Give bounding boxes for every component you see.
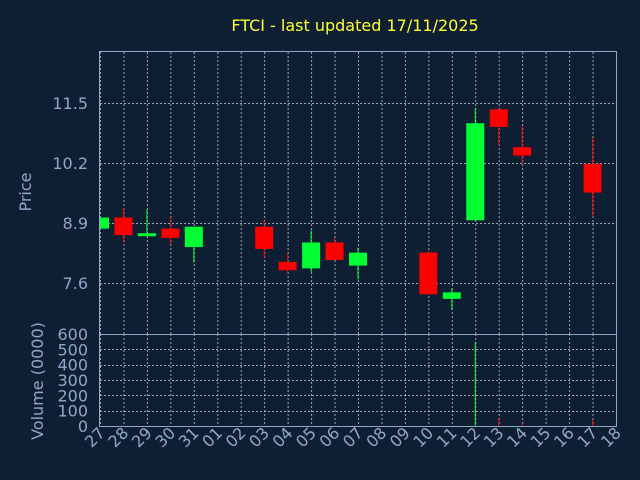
chart-title: FTCI - last updated 17/11/2025 — [231, 16, 478, 35]
volume-tick-label: 300 — [57, 371, 88, 390]
volume-tick-label: 400 — [57, 356, 88, 375]
candle-body — [255, 226, 274, 249]
price-tick-label: 11.5 — [52, 94, 88, 113]
volume-panel-frame — [99, 334, 617, 427]
volume-tick-label: 500 — [57, 340, 88, 359]
candle-body — [161, 228, 180, 238]
candle-body — [302, 242, 321, 269]
x-tick-label: 18 — [597, 423, 625, 451]
candle-body — [513, 147, 532, 156]
volume-tick-label: 0 — [78, 417, 88, 436]
candle-body — [100, 217, 109, 229]
price-tick-label: 10.2 — [52, 154, 88, 173]
candle-body — [419, 252, 438, 295]
price-grid — [100, 52, 617, 334]
candle-body — [442, 292, 461, 299]
volume-tick-label: 100 — [57, 402, 88, 421]
volume-bars — [474, 341, 594, 426]
price-tick-label: 8.9 — [63, 214, 88, 233]
x-axis-label: Day — [332, 457, 364, 476]
candle-body — [583, 163, 602, 193]
candles — [99, 108, 602, 310]
volume-tick-label: 200 — [57, 386, 88, 405]
x-tick-labels: 2728293031010203040506070809101112131415… — [81, 423, 625, 451]
candle-body — [325, 242, 344, 261]
candle-body — [466, 123, 485, 221]
candle-body — [278, 261, 297, 271]
candle-body — [137, 233, 156, 237]
price-axis-label: Price — [16, 172, 35, 211]
candle-body — [489, 109, 508, 127]
volume-axis-label: Volume (0000) — [28, 322, 47, 440]
candle-body — [184, 226, 203, 248]
candle-body — [114, 217, 133, 236]
candle-body — [349, 252, 367, 266]
volume-tick-label: 600 — [57, 325, 88, 344]
price-tick-labels: 11.5 10.2 8.9 7.6 — [52, 94, 88, 293]
volume-grid — [100, 334, 617, 426]
price-tick-label: 7.6 — [63, 274, 88, 293]
